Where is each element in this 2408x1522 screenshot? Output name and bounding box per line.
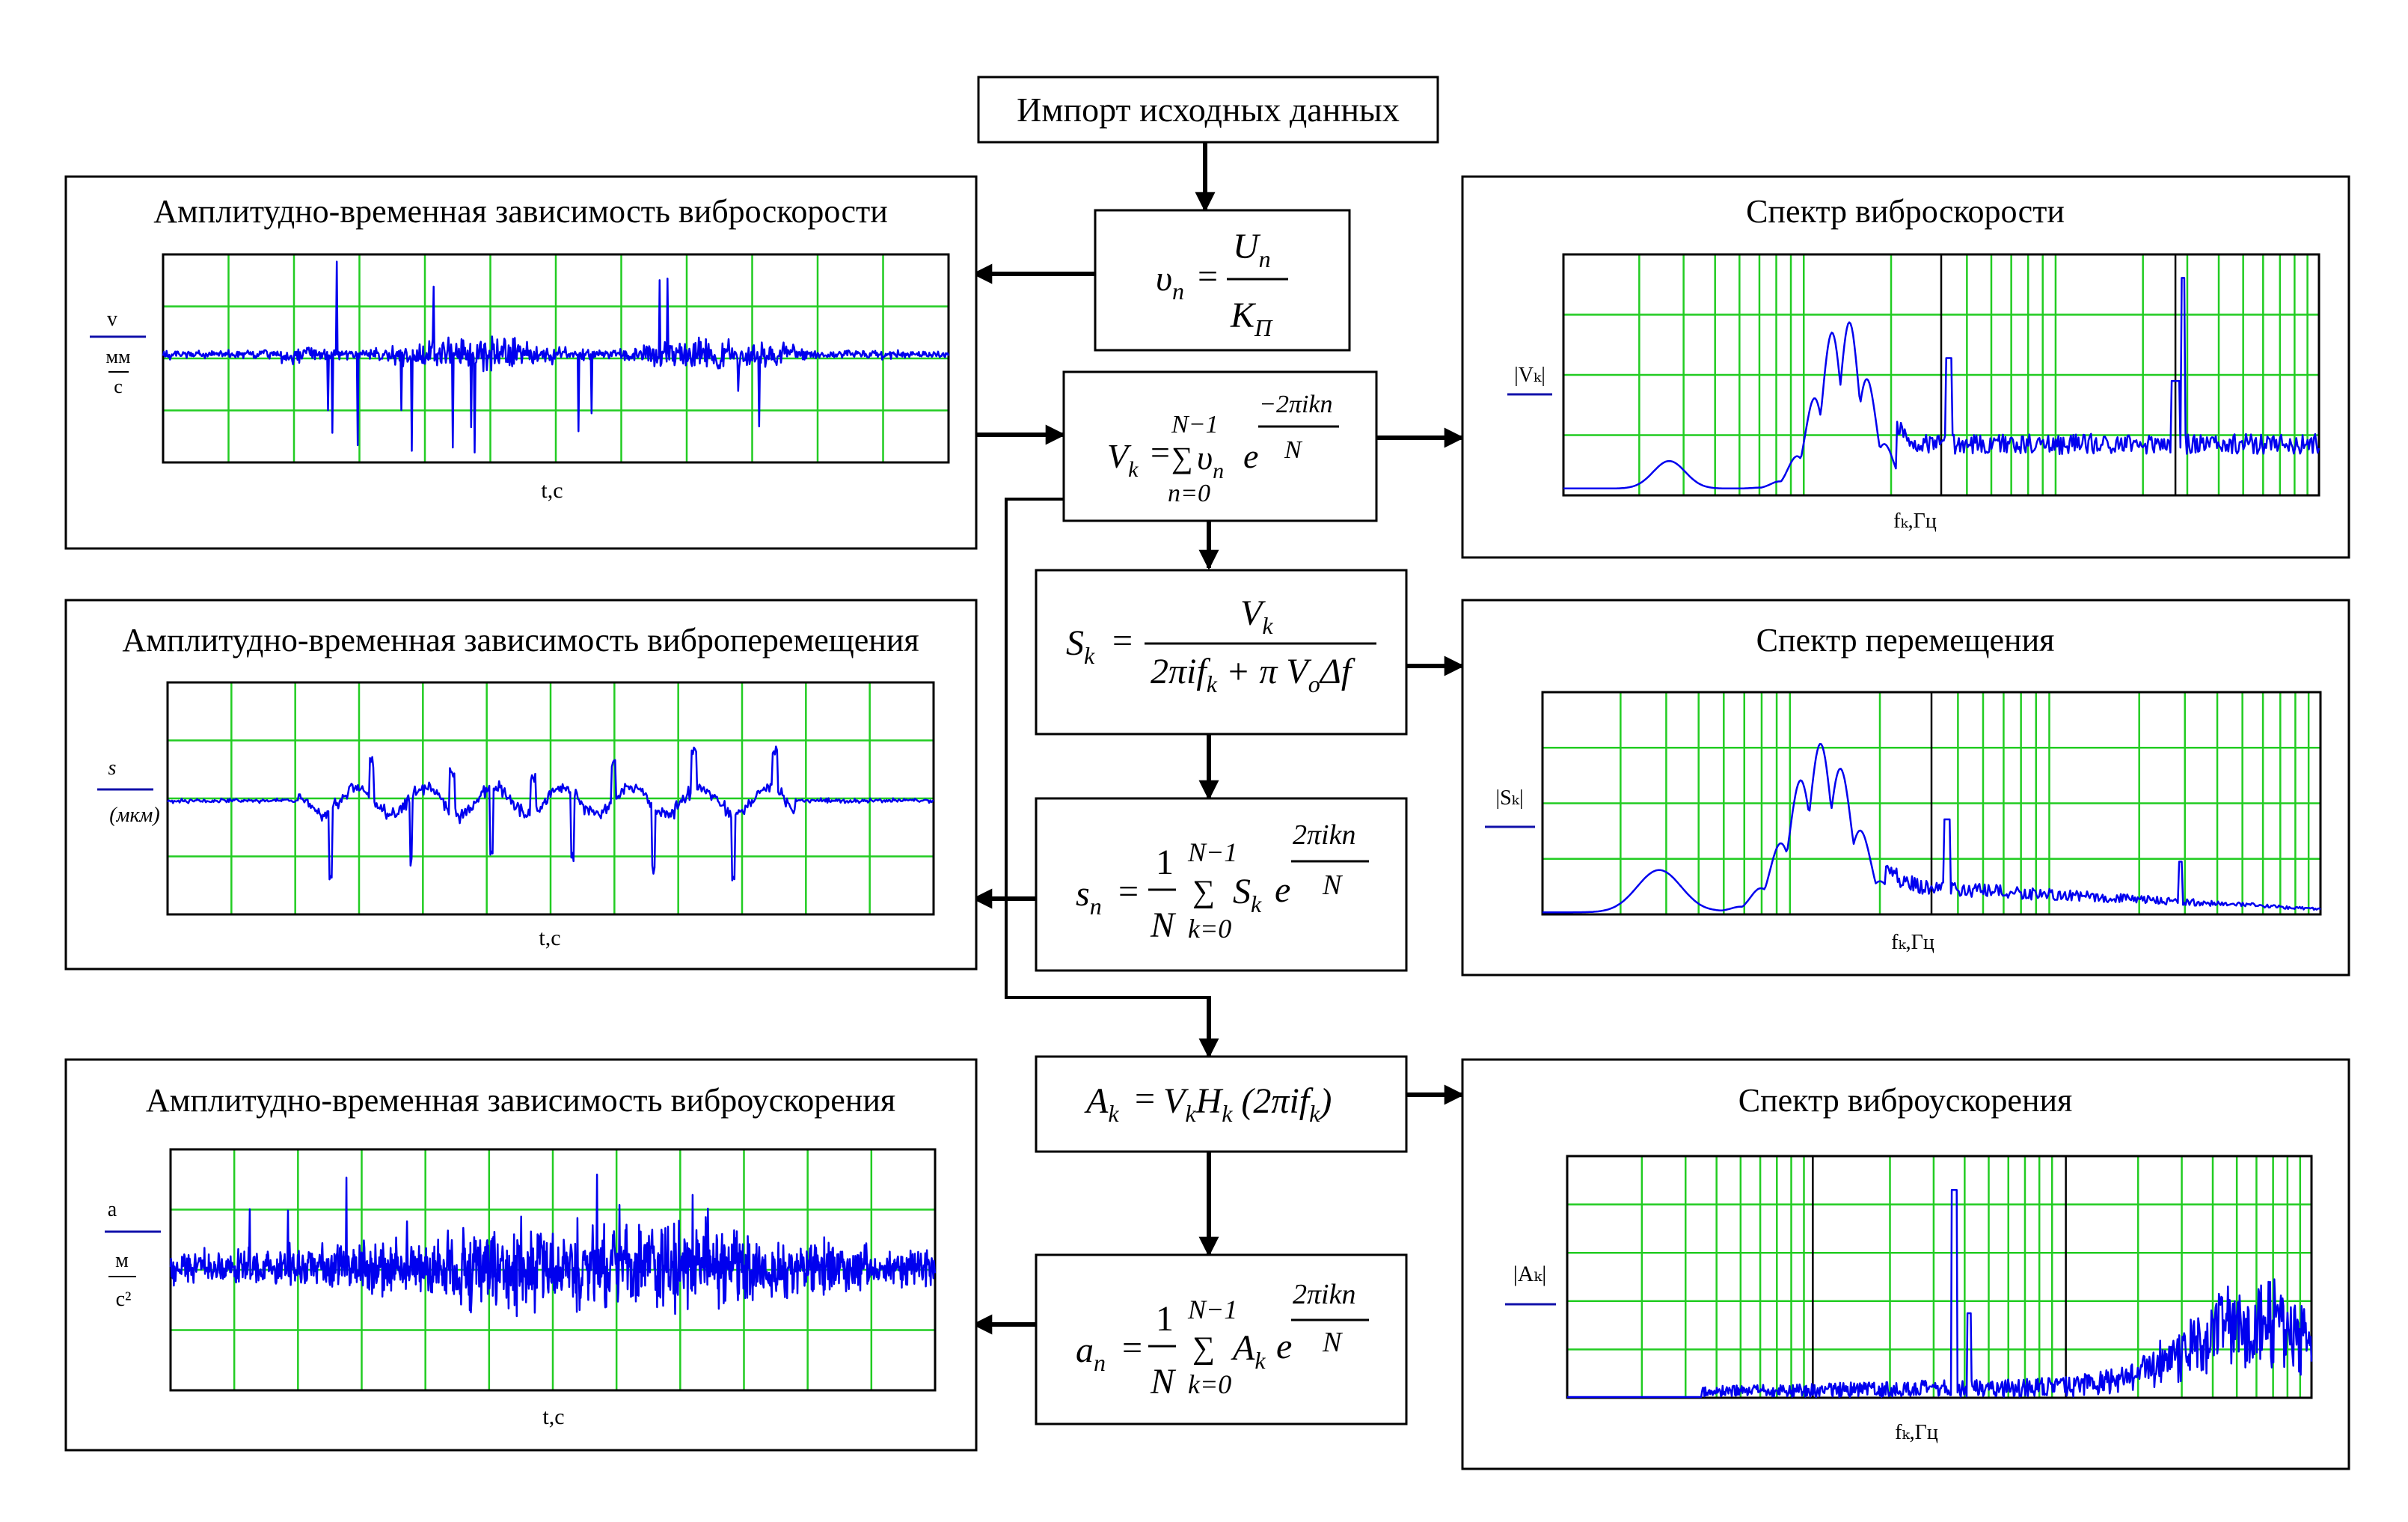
panel-title: Амплитудно-временная зависимость виброск… [153, 193, 888, 230]
formula-box-acceleration: Ak = VkHk (2πifk) [1035, 1055, 1408, 1153]
svg-text:e: e [1243, 437, 1258, 475]
svg-text:−2πikn: −2πikn [1259, 391, 1333, 418]
svg-text:N: N [1150, 905, 1177, 945]
svg-text:2πifk + π VoΔf: 2πifk + π VoΔf [1151, 652, 1355, 697]
svg-text:N−1: N−1 [1187, 837, 1237, 867]
formula-box-inverse-displacement: sn = 1 N N−1 ∑ k=0 Sk e 2πikn N [1035, 797, 1408, 972]
svg-text:k=0: k=0 [1188, 1369, 1231, 1399]
svg-text:=: = [1135, 1079, 1155, 1119]
velocity-spectrum-plot [1562, 253, 2320, 497]
svg-text:N: N [1150, 1362, 1177, 1402]
x-axis-label: t,c [542, 1405, 564, 1429]
panel-velocity-spectrum: Спектр виброскорости |Vₖ| fₖ,Гц [1461, 175, 2350, 559]
panel-title: Спектр виброскорости [1746, 193, 2065, 230]
signal-trace [167, 745, 934, 881]
svg-text:k=0: k=0 [1188, 914, 1231, 944]
svg-text:Ak: Ak [1231, 1328, 1266, 1374]
svg-text:Vk: Vk [1240, 593, 1273, 639]
svg-text:(мкм): (мкм) [109, 804, 159, 827]
signal-trace [162, 260, 950, 454]
svg-text:∑: ∑ [1192, 1331, 1215, 1366]
connectors [972, 140, 1465, 1335]
panel-title: Амплитудно-временная зависимость виброус… [146, 1082, 895, 1119]
plot-frame [1566, 1155, 2313, 1399]
svg-text:an: an [1076, 1330, 1106, 1376]
x-axis-label: fₖ,Гц [1893, 510, 1937, 533]
svg-text:=: = [1112, 621, 1133, 661]
svg-text:Un: Un [1233, 227, 1271, 272]
svg-text:∑: ∑ [1171, 441, 1193, 474]
svg-text:=: = [1122, 1328, 1142, 1368]
svg-text:2πikn: 2πikn [1293, 819, 1355, 851]
formula-box-displacement: Sk = Vk 2πifk + π VoΔf [1035, 569, 1408, 736]
panel-title: Спектр перемещения [1756, 622, 2055, 658]
acceleration-spectrum-plot [1566, 1155, 2313, 1399]
acceleration-time-plot [169, 1148, 937, 1392]
svg-text:a: a [108, 1198, 117, 1221]
svg-text:N: N [1322, 870, 1344, 901]
svg-text:|Vₖ|: |Vₖ| [1514, 364, 1545, 387]
svg-text:Ak: Ak [1084, 1081, 1119, 1127]
x-axis-label: t,c [539, 926, 560, 950]
formula-box-fft: Vk = N−1 ∑ n=0 υn e −2πikn N [1062, 370, 1378, 522]
svg-text:2πikn: 2πikn [1293, 1279, 1355, 1310]
displacement-spectrum-plot [1541, 691, 2322, 916]
svg-text:=: = [1198, 257, 1218, 296]
signal-trace [1563, 277, 2320, 490]
svg-text:1: 1 [1156, 1299, 1174, 1339]
signal-trace [169, 1173, 937, 1318]
displacement-time-plot [166, 681, 935, 916]
panel-acceleration-time: Амплитудно-временная зависимость виброус… [64, 1058, 978, 1452]
panel-velocity-time: Амплитудно-временная зависимость виброск… [64, 175, 978, 550]
svg-text:1: 1 [1156, 843, 1174, 882]
formula-box-inverse-acceleration: an = 1 N N−1 ∑ k=0 Ak e 2πikn N [1035, 1253, 1408, 1425]
svg-text:c²: c² [116, 1288, 132, 1311]
plot-frame [162, 253, 950, 464]
panel-title: Амплитудно-временная зависимость вибропе… [122, 622, 919, 658]
import-label: Импорт исходных данных [1017, 91, 1400, 129]
svg-text:υn: υn [1197, 438, 1224, 483]
svg-text:n=0: n=0 [1168, 480, 1210, 507]
svg-text:м: м [115, 1249, 129, 1272]
plot-frame [166, 681, 935, 916]
svg-text:|Sₖ|: |Sₖ| [1496, 786, 1524, 810]
svg-text:sn: sn [1076, 874, 1102, 920]
import-box: Импорт исходных данных [977, 76, 1439, 144]
svg-text:s: s [108, 757, 117, 780]
svg-text:υn: υn [1156, 259, 1184, 305]
svg-text:Sk: Sk [1233, 872, 1262, 917]
svg-text:e: e [1275, 870, 1290, 910]
panel-title: Спектр виброускорения [1738, 1082, 2073, 1119]
svg-text:мм: мм [106, 346, 131, 367]
formula-box-velocity: υn = Un KП [1094, 209, 1351, 352]
x-axis-label: fₖ,Гц [1895, 1421, 1938, 1444]
svg-text:Vk: Vk [1107, 437, 1139, 482]
x-axis-label: t,c [541, 478, 563, 503]
svg-text:с: с [114, 376, 123, 397]
panel-displacement-time: Амплитудно-временная зависимость вибропе… [64, 599, 978, 971]
svg-text:N−1: N−1 [1171, 411, 1219, 438]
svg-text:=: = [1118, 872, 1139, 911]
svg-text:=: = [1151, 433, 1170, 471]
svg-text:N: N [1322, 1327, 1344, 1358]
svg-text:KП: KП [1230, 296, 1273, 341]
svg-text:VkHk(2πifk): VkHk (2πifk) [1163, 1081, 1332, 1127]
panel-displacement-spectrum: Спектр перемещения |Sₖ| fₖ,Гц [1461, 599, 2350, 977]
plot-frame [1562, 253, 2320, 497]
panel-acceleration-spectrum: Спектр виброускорения |Aₖ| fₖ,Гц [1461, 1058, 2350, 1470]
bypass-line [1005, 498, 1209, 999]
svg-text:e: e [1276, 1327, 1292, 1366]
svg-text:N: N [1284, 436, 1303, 464]
svg-text:|Aₖ|: |Aₖ| [1513, 1262, 1547, 1286]
svg-text:v: v [107, 308, 117, 331]
velocity-time-plot [162, 253, 950, 464]
plot-frame [1541, 691, 2322, 916]
signal-trace [1566, 1188, 2313, 1399]
x-axis-label: fₖ,Гц [1891, 931, 1934, 954]
signal-trace [1542, 742, 2321, 914]
svg-text:Sk: Sk [1066, 623, 1095, 669]
svg-text:∑: ∑ [1192, 875, 1215, 909]
svg-text:N−1: N−1 [1187, 1295, 1237, 1324]
